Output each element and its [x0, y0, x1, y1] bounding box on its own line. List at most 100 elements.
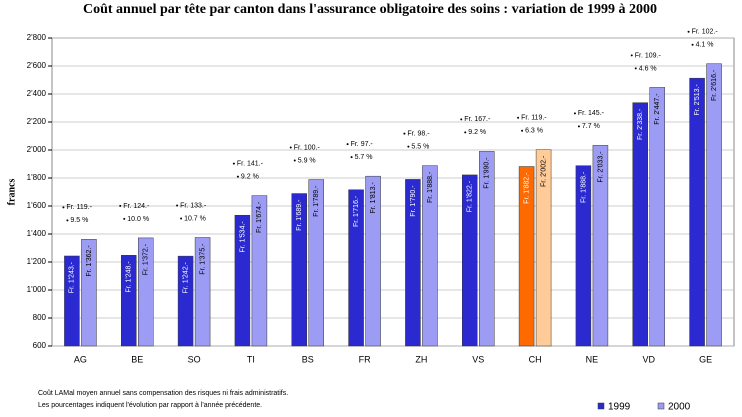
plot-area [51, 37, 735, 347]
value-label: Fr. 1'888.- [580, 171, 587, 203]
value-label: Fr. 1'813.- [370, 182, 377, 214]
x-tick-label: BS [302, 354, 314, 364]
bullet [691, 43, 694, 46]
value-label: Fr. 1'375.- [199, 243, 206, 275]
bullet [62, 206, 65, 209]
bar [177, 255, 194, 347]
annotation: 6.3 % [525, 128, 543, 135]
bullet [350, 156, 353, 159]
annotation: 9.2 % [241, 173, 259, 180]
x-tick-label: ZH [415, 354, 427, 364]
value-label: Fr. 1'362.- [86, 245, 93, 277]
value-label: Fr. 1'789.- [313, 185, 320, 217]
bar [422, 165, 438, 347]
bar [462, 174, 478, 347]
x-tick-label: NE [586, 354, 599, 364]
bar [632, 102, 648, 347]
annotation: Fr. 102.- [692, 29, 719, 36]
value-label: Fr. 2'338.- [637, 108, 644, 140]
y-tick-label: 1'200 [27, 257, 47, 266]
value-label: Fr. 1'689.- [296, 199, 303, 231]
bar [365, 175, 381, 347]
bar [81, 239, 97, 347]
bullet [293, 159, 296, 162]
bullet [630, 54, 633, 57]
bullet [66, 219, 69, 222]
y-tick-label: 600 [33, 341, 47, 350]
bar [592, 145, 609, 347]
x-tick-label: VS [472, 354, 484, 364]
y-tick-label: 800 [33, 313, 47, 322]
value-label: Fr. 2'616.- [711, 69, 718, 101]
y-tick-label: 1'000 [27, 285, 47, 294]
x-tick-label: GE [699, 354, 712, 364]
bar [706, 63, 722, 347]
bullet [464, 131, 467, 134]
bar [138, 237, 154, 347]
annotation: Fr. 124.- [123, 203, 150, 210]
bullet [236, 175, 239, 178]
bullet [289, 146, 292, 149]
bullet [573, 112, 576, 115]
annotation: Fr. 145.- [578, 110, 605, 117]
annotation: 4.1 % [696, 42, 714, 49]
y-tick-label: 2'600 [27, 61, 47, 70]
bullet [176, 204, 179, 207]
value-label: Fr. 1'716.- [353, 195, 360, 227]
chart-title: Coût annuel par tête par canton dans l'a… [83, 2, 657, 17]
value-label: Fr. 2'002.- [540, 155, 547, 187]
bullet [180, 217, 183, 220]
value-label: Fr. 1'674.- [256, 201, 263, 233]
annotation: Fr. 167.- [464, 116, 491, 123]
bullet [407, 145, 410, 148]
annotation: 5.7 % [355, 154, 373, 161]
annotation: Fr. 98.- [407, 131, 430, 138]
annotation: Fr. 141.- [237, 160, 264, 167]
y-tick-label: 1'600 [27, 201, 47, 210]
bar [121, 255, 137, 347]
legend-swatch [657, 402, 665, 410]
bullet [517, 116, 520, 119]
annotation: Fr. 133.- [180, 202, 207, 209]
note: Les pourcentages indiquent l'évolution p… [38, 402, 262, 409]
x-tick-label: CH [529, 354, 542, 364]
bar [291, 193, 307, 347]
bullet [577, 125, 580, 128]
bullet [403, 132, 406, 135]
value-label: Fr. 1'248.- [126, 261, 133, 293]
annotation: 5.9 % [298, 157, 316, 164]
value-label: Fr. 1'242.- [182, 261, 189, 293]
value-label: Fr. 1'822.- [467, 180, 474, 212]
value-label: Fr. 1'990.- [484, 157, 491, 189]
y-tick-label: 1'800 [27, 173, 47, 182]
y-tick-label: 1'400 [27, 229, 47, 238]
annotation: 9.5 % [70, 217, 88, 224]
value-label: Fr. 1'790.- [410, 185, 417, 217]
bar [535, 149, 552, 347]
x-tick-label: SO [188, 354, 201, 364]
y-tick-label: 2'000 [27, 145, 47, 154]
legend-label: 1999 [608, 402, 631, 412]
value-label: Fr. 1'243.- [69, 261, 76, 293]
x-tick-label: TI [247, 354, 255, 364]
annotation: 7.7 % [582, 123, 600, 130]
bullet [119, 204, 122, 207]
annotation: Fr. 119.- [66, 204, 92, 211]
x-tick-label: VD [642, 354, 655, 364]
legend-swatch [597, 402, 605, 410]
note: Coût LAMal moyen annuel sans compensatio… [38, 390, 288, 397]
value-label: Fr. 1'888.- [427, 171, 434, 203]
annotation: 10.0 % [127, 216, 149, 223]
bullet [521, 129, 524, 132]
bullet [123, 217, 126, 220]
bar [308, 179, 324, 347]
bar [194, 237, 211, 347]
value-label: Fr. 2'513.- [694, 84, 701, 116]
bar [251, 195, 268, 347]
x-tick-label: AG [74, 354, 87, 364]
bullet [460, 118, 463, 121]
bar [575, 165, 592, 347]
bullet [687, 30, 690, 33]
annotation: Fr. 109.- [635, 52, 662, 59]
